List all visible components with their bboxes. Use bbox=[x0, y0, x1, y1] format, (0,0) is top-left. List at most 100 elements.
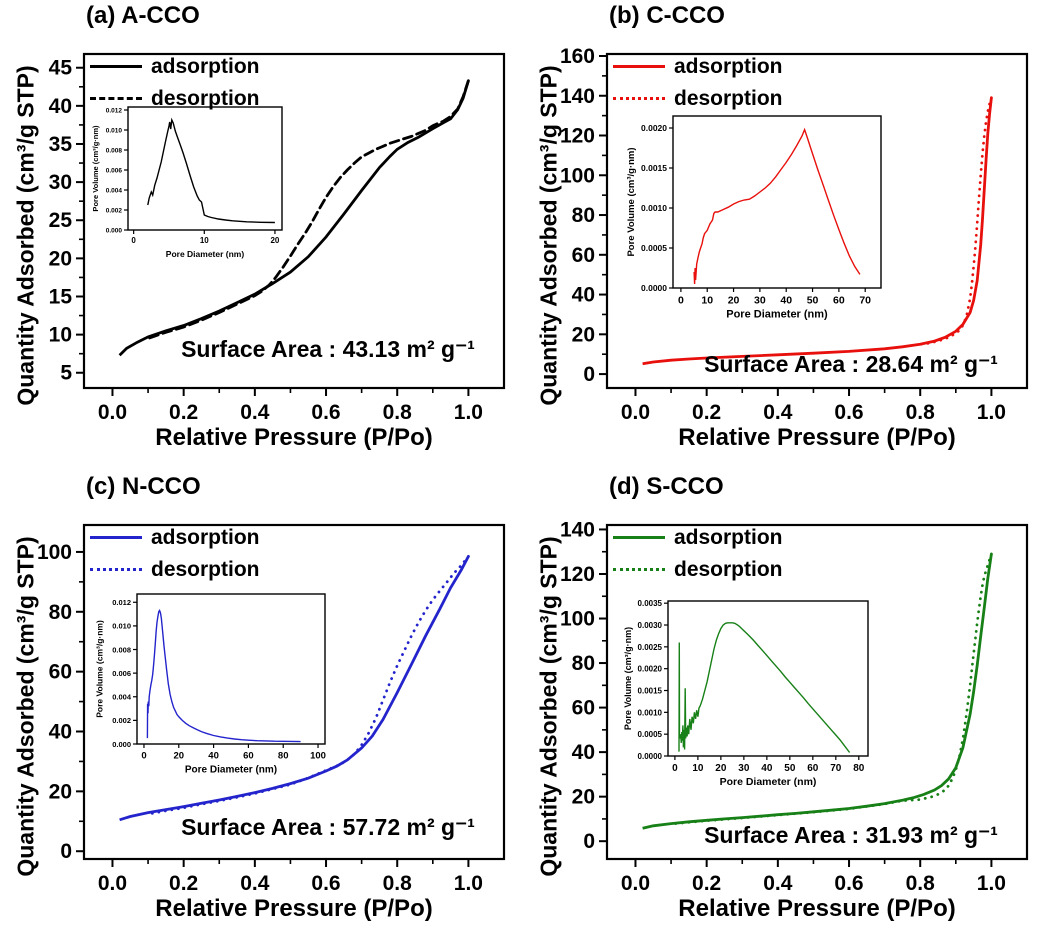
inset-x-tick-label: 30 bbox=[738, 763, 750, 774]
y-tick-label: 0 bbox=[583, 830, 595, 853]
inset-y-tick-label: 0.0000 bbox=[638, 752, 663, 761]
panel-s-cco: Quantity Adsorbed (cm³/g STP) 0.0 0.2 0.4 0… bbox=[523, 471, 1045, 942]
y-tick-label: 20 bbox=[49, 780, 72, 803]
adsorption-line-swatch bbox=[90, 535, 142, 539]
inset-y-tick-label: 0.0020 bbox=[638, 665, 663, 674]
x-tick-label: 0.6 bbox=[311, 401, 340, 424]
desorption-curve bbox=[918, 96, 993, 346]
x-axis-label: Relative Pressure (P/Po) bbox=[678, 895, 956, 922]
x-tick-label: 1.0 bbox=[977, 401, 1006, 424]
inset-pore-distribution: 0 10 20 0.000 0.002 0.004 0.006 0.008 0.010 0.012… bbox=[91, 106, 283, 259]
inset-y-tick-label: 0.0025 bbox=[638, 643, 663, 652]
legend-label-desorption: desorption bbox=[674, 557, 783, 581]
y-tick-label: 60 bbox=[572, 697, 595, 720]
inset-x-tick-label: 50 bbox=[807, 295, 819, 307]
y-tick-label: 40 bbox=[49, 95, 72, 118]
inset-y-tick-label: 0.012 bbox=[112, 598, 131, 607]
inset-y-axis-label: Pore Volume (cm³/g·nm) bbox=[626, 147, 637, 256]
inset-x-tick-label: 10 bbox=[200, 236, 209, 245]
inset-curve bbox=[678, 622, 851, 753]
panel-title: (d) S-CCO bbox=[609, 473, 724, 500]
inset-x-tick-label: 20 bbox=[728, 295, 740, 307]
inset-y-tick-label: 0.0005 bbox=[641, 243, 667, 253]
inset-x-tick-label: 40 bbox=[208, 751, 219, 762]
adsorption-line-swatch bbox=[613, 64, 665, 68]
legend-label-adsorption: adsorption bbox=[674, 525, 783, 549]
y-tick-label: 40 bbox=[49, 721, 72, 744]
x-axis-label: Relative Pressure (P/Po) bbox=[155, 895, 433, 922]
panel-title: (c) N-CCO bbox=[86, 473, 201, 500]
inset-x-tick-label: 60 bbox=[833, 295, 845, 307]
panel-c-cco: Quantity Adsorbed (cm³/g STP) 0.0 0.2 0.4 0… bbox=[523, 0, 1045, 471]
y-tick-label: 100 bbox=[560, 608, 595, 631]
plot-frame bbox=[82, 523, 506, 861]
x-axis-label: Relative Pressure (P/Po) bbox=[678, 424, 956, 451]
x-tick-label: 0.0 bbox=[621, 872, 650, 895]
desorption-line-swatch bbox=[90, 567, 142, 571]
inset-frame bbox=[667, 600, 869, 757]
x-tick-label: 0.8 bbox=[906, 872, 936, 895]
plot-frame bbox=[605, 523, 1029, 861]
inset-y-tick-label: 0.002 bbox=[106, 207, 123, 214]
desorption-line-swatch bbox=[613, 96, 665, 100]
desorption-curve bbox=[146, 79, 470, 340]
x-tick-label: 0.8 bbox=[383, 401, 413, 424]
inset-y-tick-label: 0.004 bbox=[112, 693, 132, 702]
plot-svg-d: 0.0 0.2 0.4 0.6 0.8 1.0 0 20 40 60 80 100 120 140 0 10 2… bbox=[560, 518, 1029, 895]
inset-y-tick-label: 0.0005 bbox=[638, 730, 663, 739]
panel-title: (b) C-CCO bbox=[609, 2, 725, 29]
x-tick-label: 0.0 bbox=[98, 872, 127, 895]
legend-label-desorption: desorption bbox=[151, 557, 260, 581]
inset-y-tick-label: 0.010 bbox=[112, 622, 131, 631]
x-tick-label: 0.2 bbox=[169, 872, 198, 895]
inset-pore-distribution: 0 10 20 30 40 50 60 70 80 0.0000 0.0005 0.0010 0.001… bbox=[623, 599, 869, 788]
inset-y-tick-label: 0.0015 bbox=[638, 687, 663, 696]
x-tick-label: 0.0 bbox=[98, 401, 127, 424]
desorption-curve bbox=[669, 552, 993, 826]
y-tick-label: 0 bbox=[583, 363, 595, 386]
x-tick-label: 0.4 bbox=[240, 401, 270, 424]
legend: adsorption desorption bbox=[90, 521, 260, 585]
inset-y-tick-label: 0.0010 bbox=[641, 203, 667, 213]
legend-label-desorption: desorption bbox=[151, 86, 260, 110]
inset-pore-distribution: 0 10 20 30 40 50 60 70 0.0000 0.0005 0.0010 0.0015 0… bbox=[626, 115, 882, 321]
y-tick-label: 100 bbox=[37, 541, 72, 564]
y-tick-label: 30 bbox=[49, 171, 72, 194]
inset-y-tick-label: 0.002 bbox=[112, 716, 131, 725]
inset-frame bbox=[127, 106, 283, 231]
inset-x-tick-label: 0 bbox=[672, 763, 678, 774]
inset-x-tick-label: 0 bbox=[131, 236, 136, 245]
inset-y-tick-label: 0.000 bbox=[106, 227, 123, 234]
y-tick-label: 120 bbox=[560, 563, 595, 586]
inset-x-tick-label: 10 bbox=[701, 295, 713, 307]
x-tick-label: 0.6 bbox=[834, 401, 863, 424]
legend-item-adsorption: adsorption bbox=[613, 521, 783, 553]
x-tick-label: 0.4 bbox=[763, 872, 793, 895]
desorption-curve bbox=[146, 555, 470, 816]
legend-label-adsorption: adsorption bbox=[151, 525, 260, 549]
legend-item-desorption: desorption bbox=[613, 553, 783, 585]
inset-pore-distribution: 0 20 40 60 80 100 0.000 0.002 0.004 0.006 0.008 0.0… bbox=[95, 593, 326, 776]
inset-x-tick-label: 40 bbox=[780, 295, 792, 307]
x-tick-label: 0.4 bbox=[240, 872, 270, 895]
legend: adsorption desorption bbox=[613, 50, 783, 114]
adsorption-line-swatch bbox=[90, 64, 142, 68]
inset-x-tick-label: 20 bbox=[715, 763, 727, 774]
x-tick-label: 1.0 bbox=[977, 872, 1006, 895]
surface-area-text: Surface Area : 28.64 m² g⁻¹ bbox=[704, 351, 998, 377]
inset-x-tick-label: 30 bbox=[754, 295, 766, 307]
x-tick-label: 1.0 bbox=[454, 401, 483, 424]
inset-x-tick-label: 60 bbox=[243, 751, 254, 762]
inset-curve bbox=[147, 117, 275, 224]
desorption-line-swatch bbox=[613, 567, 665, 571]
inset-y-tick-label: 0.000 bbox=[112, 740, 131, 749]
y-tick-label: 40 bbox=[572, 741, 595, 764]
inset-x-tick-label: 50 bbox=[784, 763, 796, 774]
inset-x-tick-label: 20 bbox=[173, 751, 184, 762]
y-tick-label: 20 bbox=[572, 786, 595, 809]
y-tick-label: 60 bbox=[49, 661, 72, 684]
inset-x-tick-label: 60 bbox=[807, 763, 819, 774]
inset-x-tick-label: 40 bbox=[761, 763, 773, 774]
inset-y-tick-label: 0.010 bbox=[106, 127, 123, 134]
inset-frame bbox=[136, 593, 326, 745]
